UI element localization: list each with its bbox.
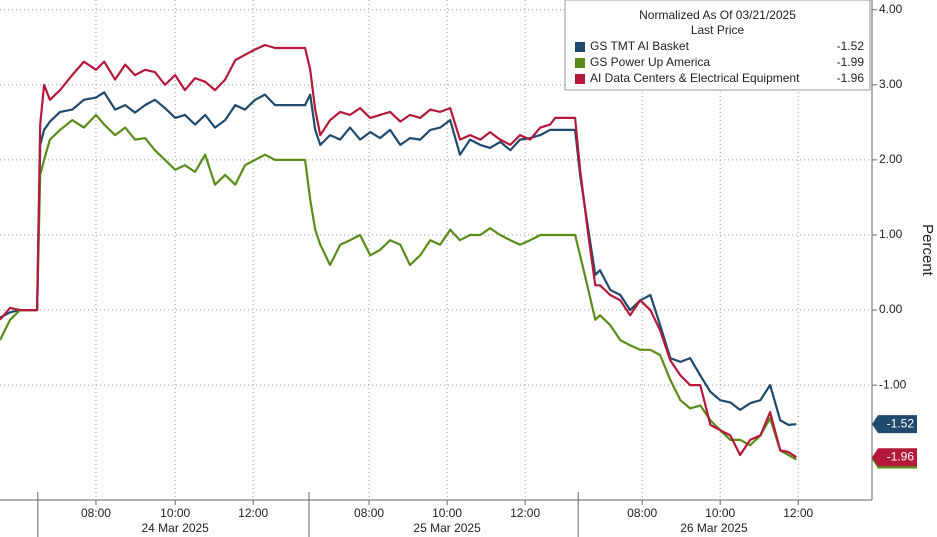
legend-value: -1.96 bbox=[837, 71, 865, 85]
x-tick-label: 08:00 bbox=[354, 506, 384, 520]
y-tick-label: 3.00 bbox=[879, 77, 903, 91]
x-tick-label: 10:00 bbox=[705, 506, 735, 520]
x-tick-label: 12:00 bbox=[783, 506, 813, 520]
legend-label: AI Data Centers & Electrical Equipment bbox=[590, 71, 800, 85]
legend-subtitle: Last Price bbox=[691, 23, 745, 37]
legend-value: -1.52 bbox=[837, 39, 865, 53]
legend-label: GS Power Up America bbox=[590, 55, 710, 69]
series-line bbox=[0, 113, 797, 461]
date-label: 26 Mar 2025 bbox=[680, 521, 748, 535]
legend-swatch bbox=[575, 58, 585, 68]
legend-label: GS TMT AI Basket bbox=[590, 39, 690, 53]
x-tick-label: 08:00 bbox=[627, 506, 657, 520]
value-badge-label: -1.96 bbox=[887, 449, 915, 463]
y-tick-label: -1.00 bbox=[879, 377, 907, 391]
x-tick-label: 10:00 bbox=[160, 506, 190, 520]
value-badge-label: -1.52 bbox=[887, 416, 915, 430]
x-tick-label: 12:00 bbox=[510, 506, 540, 520]
value-badge bbox=[872, 415, 917, 434]
x-tick-label: 10:00 bbox=[432, 506, 462, 520]
y-tick-label: 2.00 bbox=[879, 152, 903, 166]
legend-swatch bbox=[575, 42, 585, 52]
legend-title: Normalized As Of 03/21/2025 bbox=[639, 8, 796, 22]
y-tick-label: 1.00 bbox=[879, 227, 903, 241]
legend-swatch bbox=[575, 74, 585, 84]
y-axis-label: Percent bbox=[919, 224, 936, 277]
legend-value: -1.99 bbox=[837, 55, 865, 69]
x-tick-label: 12:00 bbox=[238, 506, 268, 520]
date-label: 25 Mar 2025 bbox=[413, 521, 481, 535]
value-badge bbox=[872, 448, 917, 467]
x-tick-label: 08:00 bbox=[81, 506, 111, 520]
legend-box bbox=[564, 0, 871, 91]
y-tick-label: 0.00 bbox=[879, 302, 903, 316]
date-label: 24 Mar 2025 bbox=[141, 521, 209, 535]
series-line bbox=[0, 91, 797, 426]
y-tick-label: 4.00 bbox=[879, 2, 903, 16]
series-line bbox=[0, 43, 797, 459]
